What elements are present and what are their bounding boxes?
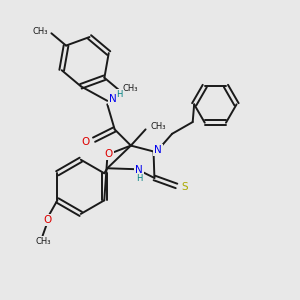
Text: O: O [105, 149, 113, 159]
Text: N: N [135, 165, 143, 175]
Text: CH₃: CH₃ [122, 84, 138, 93]
Text: N: N [109, 94, 116, 104]
Text: CH₃: CH₃ [150, 122, 166, 131]
Text: O: O [44, 215, 52, 225]
Text: S: S [182, 182, 188, 192]
Text: O: O [82, 137, 90, 147]
Text: H: H [116, 90, 123, 99]
Text: CH₃: CH₃ [32, 27, 48, 36]
Text: N: N [154, 145, 162, 155]
Text: CH₃: CH₃ [35, 237, 51, 246]
Text: H: H [136, 174, 142, 183]
